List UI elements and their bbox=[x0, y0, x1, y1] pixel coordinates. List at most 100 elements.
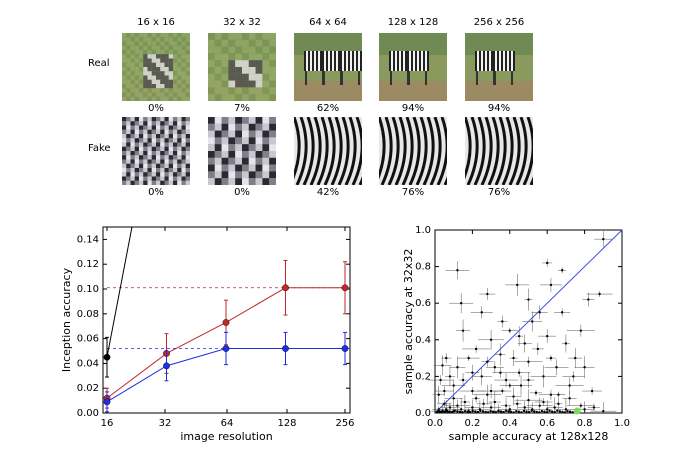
row-label-real: Real bbox=[88, 58, 110, 69]
scatter-point bbox=[474, 347, 478, 351]
scatter-point bbox=[461, 329, 465, 332]
scatter-point bbox=[479, 409, 482, 413]
column-header-3: 128 x 128 bbox=[387, 17, 439, 28]
scatter-point bbox=[453, 409, 457, 413]
scatter-point bbox=[439, 378, 442, 382]
accuracy-label: 62% bbox=[316, 103, 340, 114]
scatter-point bbox=[497, 409, 500, 413]
sample-image-grid: 16 x 16 32 x 32 64 x 64 128 x 128 256 x 256 … bbox=[0, 0, 674, 210]
scatter-point bbox=[508, 408, 511, 411]
y-tick-label: 0.02 bbox=[77, 383, 99, 394]
series-line-black bbox=[106, 227, 133, 358]
scatter-point bbox=[564, 342, 568, 345]
scatter-point bbox=[494, 411, 497, 414]
real-zebra-image-0 bbox=[122, 33, 190, 101]
y-tick-label: 0.8 bbox=[415, 262, 431, 273]
scatter-point bbox=[441, 409, 444, 413]
scatter-point bbox=[452, 397, 455, 400]
y-tick-label: 0.06 bbox=[77, 334, 99, 345]
row-label-fake: Fake bbox=[88, 143, 111, 154]
scatter-point bbox=[468, 411, 472, 414]
scatter-point bbox=[560, 269, 564, 272]
scatter-point bbox=[553, 406, 556, 409]
scatter-point bbox=[558, 410, 562, 413]
scatter-point bbox=[458, 410, 462, 414]
scatter-point bbox=[587, 298, 590, 301]
scatter-point bbox=[583, 408, 586, 411]
scatter-point bbox=[571, 411, 574, 414]
scatter-point bbox=[443, 402, 446, 406]
scatter-point bbox=[499, 371, 502, 374]
scatter-point bbox=[504, 409, 508, 413]
scatter-point bbox=[466, 410, 469, 413]
fake-zebra-image-3 bbox=[379, 117, 447, 185]
data-point-blue bbox=[103, 398, 111, 406]
x-tick-label: 128 bbox=[277, 418, 296, 429]
scatter-point bbox=[531, 320, 534, 323]
scatter-point bbox=[474, 410, 477, 413]
scatter-point bbox=[549, 393, 553, 396]
scatter-point bbox=[538, 411, 541, 414]
scatter-point bbox=[515, 409, 518, 413]
scatter-point bbox=[504, 404, 508, 407]
x-axis-label: sample accuracy at 128x128 bbox=[449, 430, 609, 443]
x-tick-label: 16 bbox=[101, 418, 114, 429]
scatter-point bbox=[568, 410, 572, 413]
data-point-red bbox=[282, 284, 289, 292]
scatter-point bbox=[549, 356, 553, 360]
data-point-red bbox=[103, 394, 111, 402]
scatter-point bbox=[445, 408, 448, 411]
scatter-point bbox=[440, 410, 444, 413]
scatter-frame bbox=[434, 229, 623, 414]
scatter-point bbox=[448, 375, 452, 378]
x-tick-label: 0.2 bbox=[464, 418, 480, 429]
accuracy-label: 94% bbox=[487, 103, 511, 114]
fake-zebra-image-0 bbox=[122, 117, 190, 185]
x-tick-label: 32 bbox=[159, 418, 172, 429]
scatter-point bbox=[451, 410, 454, 414]
scatter-point bbox=[463, 400, 467, 404]
scatter-point bbox=[471, 371, 474, 374]
y-tick-label: 0.2 bbox=[415, 371, 431, 382]
scatter-point bbox=[444, 410, 447, 413]
scatter-point bbox=[527, 378, 530, 382]
scatter-point bbox=[572, 375, 575, 378]
real-zebra-image-2 bbox=[294, 33, 362, 101]
scatter-point bbox=[556, 409, 559, 413]
scatter-point bbox=[456, 366, 459, 369]
data-point-blue bbox=[222, 345, 230, 352]
scatter-point bbox=[517, 334, 521, 338]
scatter-point bbox=[489, 338, 493, 341]
scatter-point bbox=[538, 311, 541, 314]
scatter-point bbox=[555, 366, 558, 369]
real-zebra-image-1 bbox=[208, 33, 276, 101]
scatter-point bbox=[435, 411, 439, 414]
x-tick-label: 1.0 bbox=[614, 418, 630, 429]
scatter-point bbox=[471, 389, 474, 393]
scatter-point bbox=[486, 360, 489, 363]
scatter-point bbox=[467, 356, 470, 360]
scatter-point bbox=[538, 404, 541, 407]
scatter-point bbox=[480, 375, 483, 378]
scatter-point bbox=[486, 292, 489, 296]
y-tick-label: 0.4 bbox=[415, 335, 431, 346]
scatter-point bbox=[522, 409, 526, 413]
scatter-point bbox=[550, 410, 554, 413]
x-tick-label: 256 bbox=[335, 418, 354, 429]
scatter-point bbox=[579, 329, 583, 332]
data-point-red bbox=[163, 350, 170, 357]
scatter-point bbox=[583, 366, 586, 369]
scatter-point bbox=[499, 410, 503, 413]
scatter-point bbox=[456, 269, 459, 272]
series-line-blue bbox=[106, 348, 345, 403]
scatter-point bbox=[445, 409, 449, 413]
data-point-blue bbox=[163, 362, 170, 370]
scatter-point bbox=[493, 400, 497, 404]
scatter-point bbox=[516, 402, 519, 406]
scatter-point bbox=[533, 410, 536, 413]
scatter-point bbox=[443, 389, 446, 393]
scatter-point bbox=[568, 397, 571, 400]
fake-zebra-image-1 bbox=[208, 117, 276, 185]
scatter-point bbox=[448, 406, 452, 409]
y-tick-label: 1.0 bbox=[415, 225, 431, 236]
